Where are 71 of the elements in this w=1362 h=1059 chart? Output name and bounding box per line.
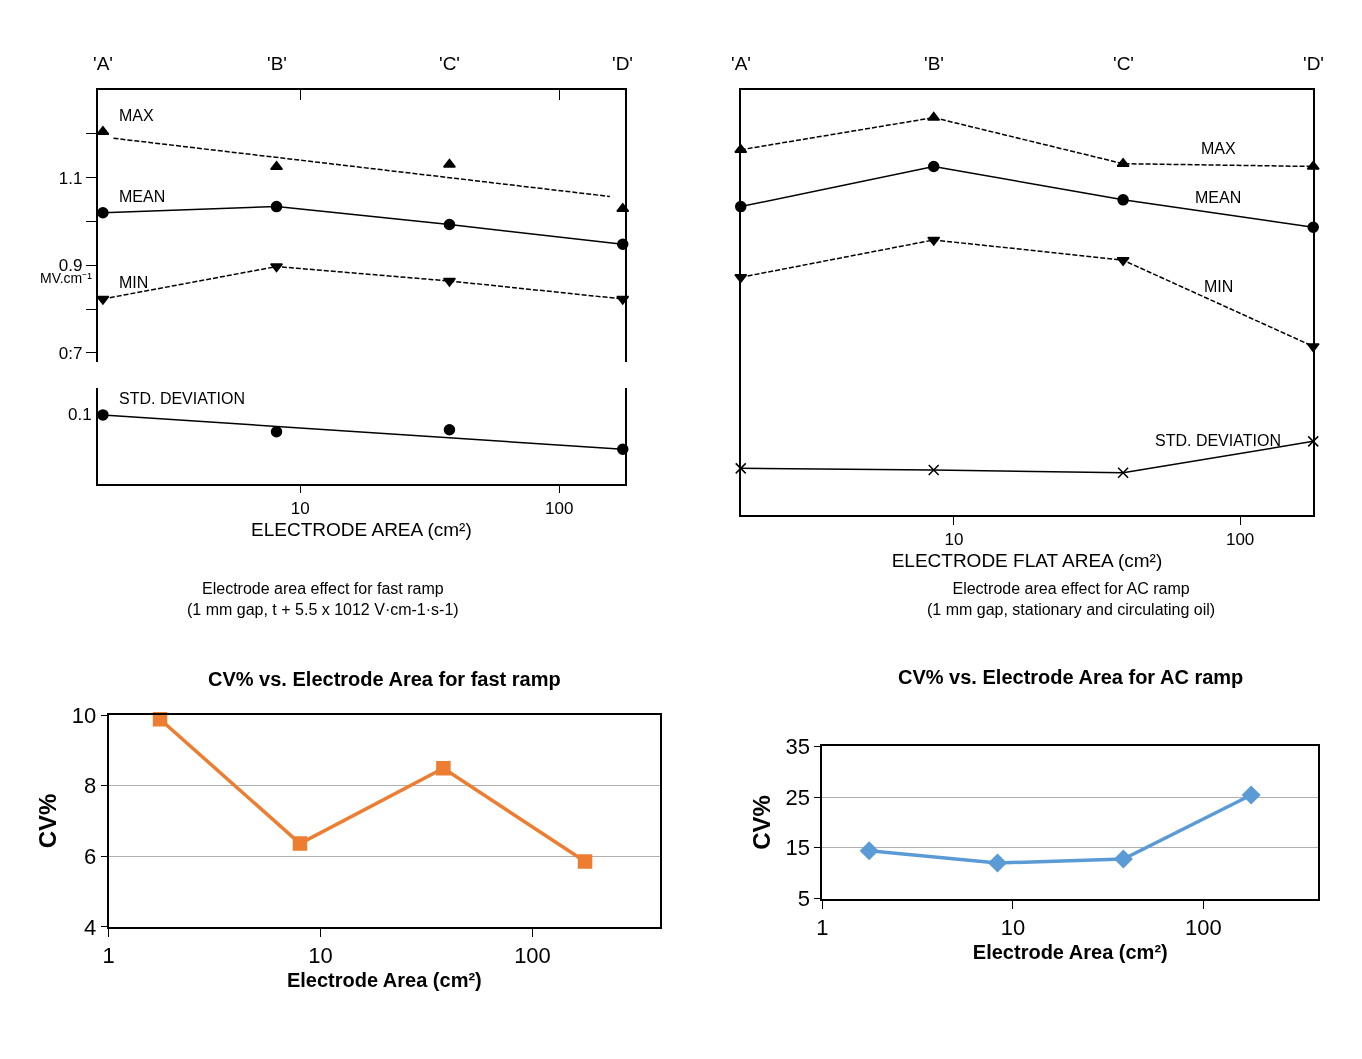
y-tick-label: 1.1 [58, 168, 83, 188]
x-tick-label: 1 [816, 914, 829, 940]
point [1114, 849, 1133, 869]
point [97, 206, 109, 219]
point [927, 464, 940, 476]
point [927, 111, 941, 121]
x-axis-title: Electrode Area (cm²) [286, 969, 482, 992]
point [442, 277, 456, 287]
text: 'D' [1303, 53, 1324, 74]
x-tick-label: 10 [308, 943, 333, 969]
chart-title: CV% vs. Electrode Area for fast ramp [208, 668, 561, 690]
point [927, 160, 940, 173]
text: 'A' [731, 53, 751, 74]
point [270, 200, 283, 213]
y-tick-label: 0:7 [58, 343, 83, 363]
text: Electrode area effect for AC ramp (1 mm gap, stationary and circulating oil) [927, 580, 1216, 618]
point [927, 236, 941, 246]
series-label: MIN [119, 274, 149, 291]
point [859, 841, 879, 861]
y-tick-label: 15 [785, 835, 810, 861]
y-tick-label: 35 [785, 733, 810, 759]
series-label: MEAN [1195, 189, 1242, 206]
point [988, 853, 1007, 873]
point [735, 462, 747, 475]
y-tick-label: 25 [785, 784, 810, 810]
text: 'C' [1113, 53, 1134, 74]
point [1117, 194, 1129, 206]
y-axis-title: CV% [748, 795, 776, 850]
x-tick-label: 10 [1000, 914, 1026, 940]
x-axis-title: Electrode Area (cm²) [972, 940, 1168, 963]
y-tick-label: 4 [83, 914, 97, 940]
x-axis-title: ELECTRODE FLAT AREA (cm²) [891, 550, 1163, 572]
y-tick-label: 6 [83, 843, 97, 869]
point [1307, 435, 1319, 448]
point [442, 158, 456, 168]
series-label: STD. DEVIATION [1155, 432, 1281, 449]
point [1241, 785, 1261, 805]
x-tick-label: 1 [102, 943, 115, 969]
x-tick-label: 100 [1225, 529, 1255, 549]
point [1116, 157, 1130, 167]
series-label: MEAN [119, 188, 166, 205]
y-tick-label: 5 [797, 886, 810, 912]
text: Electrode area effect for fast ramp (1 mm gap, t + 5.5 x 1012 V·cm-1·s-1) [187, 580, 459, 618]
text: 'A' [93, 53, 113, 74]
text: 'B' [267, 53, 287, 74]
point [292, 836, 308, 851]
text: 'C' [439, 53, 460, 74]
point [96, 125, 110, 135]
text: 'B' [924, 53, 944, 74]
series-label: MAX [119, 107, 154, 124]
y-tick-label: 8 [83, 773, 97, 799]
point [270, 160, 284, 170]
point [577, 854, 593, 869]
y-tick-label: 10 [71, 702, 97, 728]
x-axis-title: ELECTRODE AREA (cm²) [251, 519, 472, 541]
chart-title: CV% vs. Electrode Area for AC ramp [898, 666, 1244, 688]
point [443, 218, 456, 231]
point [436, 761, 451, 776]
series-label: MIN [1204, 278, 1234, 295]
point [270, 263, 284, 273]
series-label: STD. DEVIATION [119, 390, 245, 407]
series-label: MAX [1201, 140, 1236, 157]
x-tick-label: 100 [544, 498, 574, 518]
text: 'D' [612, 53, 633, 74]
x-tick-label: 100 [514, 943, 551, 969]
y-axis-title: CV% [34, 793, 62, 849]
point [1117, 466, 1129, 479]
point [96, 295, 110, 305]
text: 0.1 [68, 405, 92, 424]
x-tick-label: 100 [1185, 914, 1222, 940]
point [1116, 256, 1130, 266]
